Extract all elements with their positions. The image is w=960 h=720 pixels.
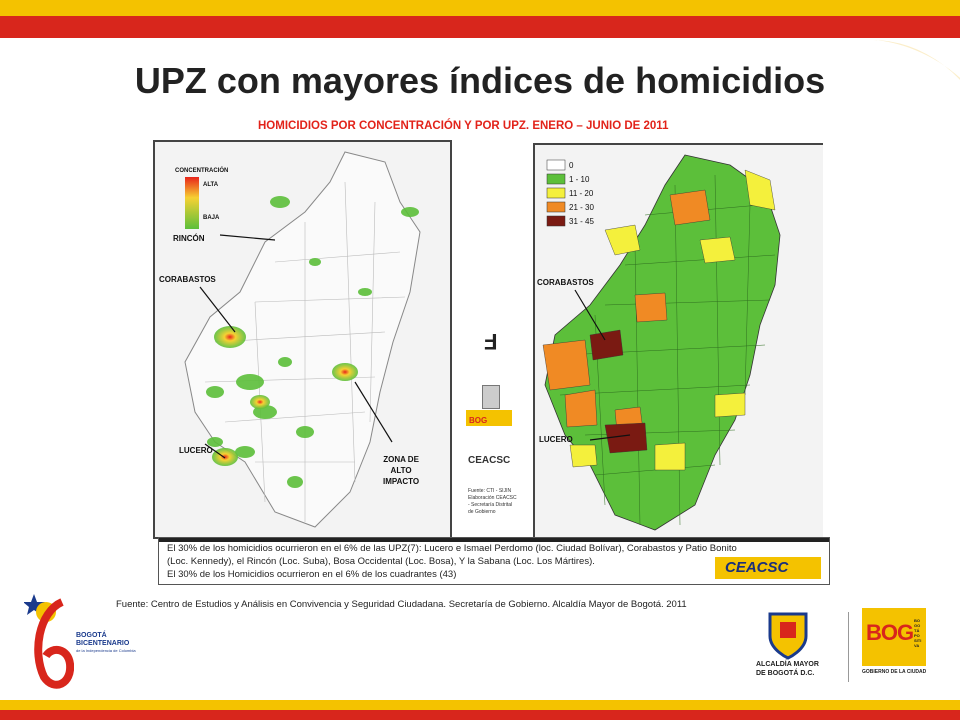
alcaldia-line-1: ALCALDÍA MAYOR (756, 661, 819, 668)
label-lucero: LUCERO (179, 446, 213, 455)
ceacsc-mini-logo: CEACSC (468, 455, 511, 466)
bog-subtitle: GOBIERNO DE LA CIUDAD (862, 669, 927, 675)
bog-logo-text: BOG (866, 620, 914, 645)
label-zona-alto-impacto: ZONA DE ALTO IMPACTO (383, 455, 420, 486)
legend-item-0: 0 (569, 161, 574, 170)
map-title: HOMICIDIOS POR CONCENTRACIÓN Y POR UPZ. … (258, 120, 669, 132)
legend-item-3: 21 - 30 (569, 203, 594, 212)
upz-homicide-map: 0 1 - 10 11 - 20 21 - 30 31 - 45 CORABAS… (533, 143, 823, 540)
page-title: UPZ con mayores índices de homicidios (134, 60, 826, 101)
legend-item-1: 1 - 10 (569, 175, 590, 184)
label-corabastos-right: CORABASTOS (537, 278, 594, 287)
legend-item-2: 11 - 20 (569, 189, 594, 198)
bog-logo-side: BOGOTÁ POSITIVA (914, 618, 922, 648)
top-yellow-stripe (0, 0, 960, 16)
legend-low: BAJA (203, 215, 220, 221)
label-corabastos: CORABASTOS (159, 275, 216, 284)
bicentenario-line-2: BICENTENARIO (76, 640, 130, 647)
center-credits: F BOG CEACSC Fuente: CTI - SIJIN Elabora… (456, 140, 532, 535)
coat-of-arms-icon (482, 385, 500, 409)
legend-item-4: 31 - 45 (569, 217, 594, 226)
right-legend (546, 159, 566, 227)
bicentenario-line-1: BOGOTÁ (76, 632, 107, 639)
alcaldia-line-2: DE BOGOTÁ D.C. (756, 670, 815, 677)
ceacsc-logo: CEACSC (715, 557, 821, 579)
bottom-yellow-stripe (0, 700, 960, 710)
bicentenario-line-3: de la Independencia de Colombia (76, 648, 136, 653)
info-line-1: El 30% de los homicidios ocurrieron en e… (167, 543, 737, 554)
center-source: Fuente: CTI - SIJIN Elaboración CEACSC -… (468, 488, 517, 515)
upz-homicide-map-graphic (542, 154, 781, 531)
compass-symbol: F (484, 329, 498, 354)
label-lucero-right: LUCERO (539, 435, 573, 444)
info-top-bar (159, 538, 829, 542)
legend-title: CONCENTRACIÓN (175, 168, 229, 174)
concentration-map-graphic (184, 151, 421, 528)
info-line-2: (Loc. Kennedy), el Rincón (Loc. Suba), B… (167, 556, 595, 567)
bottom-red-stripe (0, 710, 960, 720)
bog-positiva-logo: BOG BOGOTÁ POSITIVA (862, 608, 926, 666)
info-line-3: El 30% de los Homicidios ocurrieron en e… (167, 569, 457, 580)
footer-divider (848, 612, 849, 682)
alcaldia-shield-icon (768, 612, 808, 660)
concentration-map: CONCENTRACIÓN ALTA BAJA RINCÓN CORABASTO… (153, 140, 452, 539)
source-note: Fuente: Centro de Estudios y Análisis en… (116, 599, 687, 610)
info-box: El 30% de los homicidios ocurrieron en e… (158, 537, 830, 585)
legend-high: ALTA (203, 182, 219, 188)
bog-mini-logo: BOG (466, 410, 512, 426)
label-rincon: RINCÓN (173, 234, 205, 243)
bicentenario-logo-icon (24, 594, 74, 689)
top-red-stripe (0, 16, 960, 38)
